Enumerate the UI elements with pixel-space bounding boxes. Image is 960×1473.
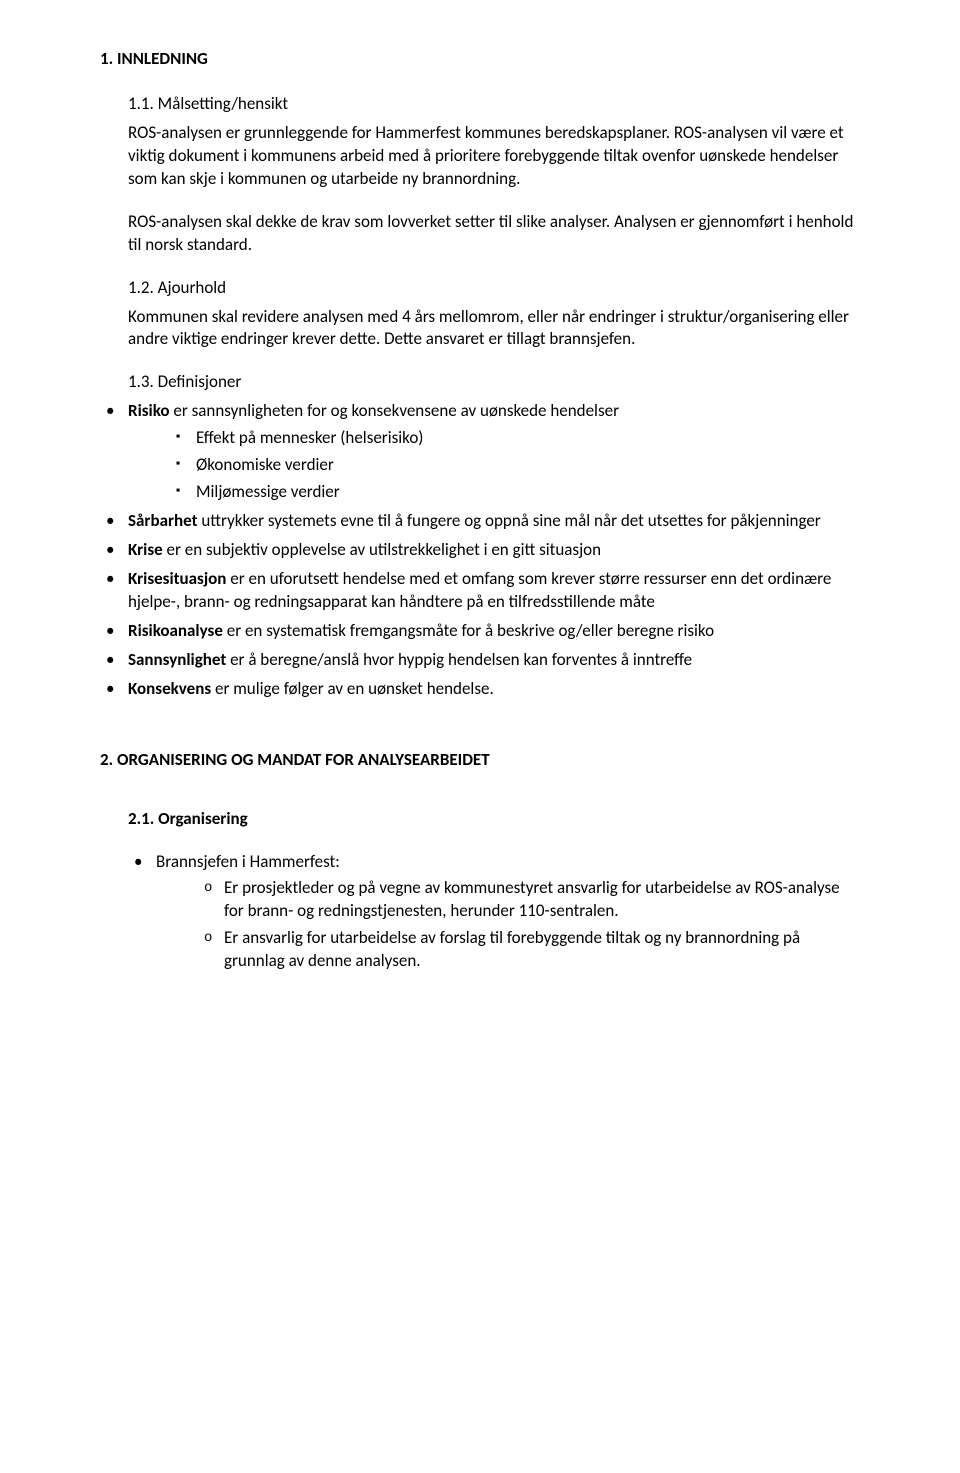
def-risikoanalyse-text: er en systematisk fremgangsmåte for å be… [223,620,714,641]
definition-konsekvens: Konsekvens er mulige følger av en uønske… [100,678,860,701]
definition-risikoanalyse: Risikoanalyse er en systematisk fremgang… [100,620,860,643]
term-sarbarhet: Sårbarhet [128,510,198,531]
organisering-item-brannsjefen: Brannsjefen i Hammerfest: Er prosjektled… [128,851,860,974]
def-krise-text: er en subjektiv opplevelse av utilstrekk… [163,539,601,560]
def-sarbarhet-text: uttrykker systemets evne til å fungere o… [198,510,821,531]
risiko-sub-2: Økonomiske verdier [128,454,860,477]
term-konsekvens: Konsekvens [128,678,211,699]
section-1-3-heading: 1.3. Definisjoner [128,371,860,394]
risiko-sublist: Effekt på mennesker (helserisiko) Økonom… [128,427,860,504]
definition-sannsynlighet: Sannsynlighet er å beregne/anslå hvor hy… [100,649,860,672]
brannsjefen-label: Brannsjefen i Hammerfest: [156,851,340,872]
definition-risiko: Risiko er sannsynligheten for og konsekv… [100,400,860,504]
section-1-1-paragraph-1: ROS-analysen er grunnleggende for Hammer… [128,122,860,191]
brannsjefen-sub-1: Er prosjektleder og på vegne av kommunes… [156,877,860,923]
term-risiko: Risiko [128,400,170,421]
section-2-heading: 2. ORGANISERING OG MANDAT FOR ANALYSEARB… [100,749,860,772]
brannsjefen-sublist: Er prosjektleder og på vegne av kommunes… [156,877,860,973]
organisering-list: Brannsjefen i Hammerfest: Er prosjektled… [128,851,860,974]
term-krise: Krise [128,539,163,560]
term-risikoanalyse: Risikoanalyse [128,620,223,641]
risiko-sub-1: Effekt på mennesker (helserisiko) [128,427,860,450]
def-risiko-text: er sannsynligheten for og konsekvensene … [170,400,619,421]
definitions-list: Risiko er sannsynligheten for og konsekv… [100,400,860,700]
section-1-1-heading: 1.1. Målsetting/hensikt [128,93,860,116]
def-krisesituasjon-text: er en uforutsett hendelse med et omfang … [128,568,831,612]
def-konsekvens-text: er mulige følger av en uønsket hendelse. [211,678,494,699]
definition-krisesituasjon: Krisesituasjon er en uforutsett hendelse… [100,568,860,614]
section-1-1-paragraph-2: ROS-analysen skal dekke de krav som lovv… [128,211,860,257]
risiko-sub-3: Miljømessige verdier [128,481,860,504]
section-1-heading: 1. INNLEDNING [100,48,860,71]
section-2-1-heading: 2.1. Organisering [128,808,860,831]
def-sannsynlighet-text: er å beregne/anslå hvor hyppig hendelsen… [226,649,692,670]
brannsjefen-sub-2: Er ansvarlig for utarbeidelse av forslag… [156,927,860,973]
term-krisesituasjon: Krisesituasjon [128,568,226,589]
definition-krise: Krise er en subjektiv opplevelse av util… [100,539,860,562]
definition-sarbarhet: Sårbarhet uttrykker systemets evne til å… [100,510,860,533]
section-1-2-paragraph-1: Kommunen skal revidere analysen med 4 år… [128,306,860,352]
document-page: 1. INNLEDNING 1.1. Målsetting/hensikt RO… [0,0,960,1473]
term-sannsynlighet: Sannsynlighet [128,649,226,670]
section-1-2-heading: 1.2. Ajourhold [128,277,860,300]
